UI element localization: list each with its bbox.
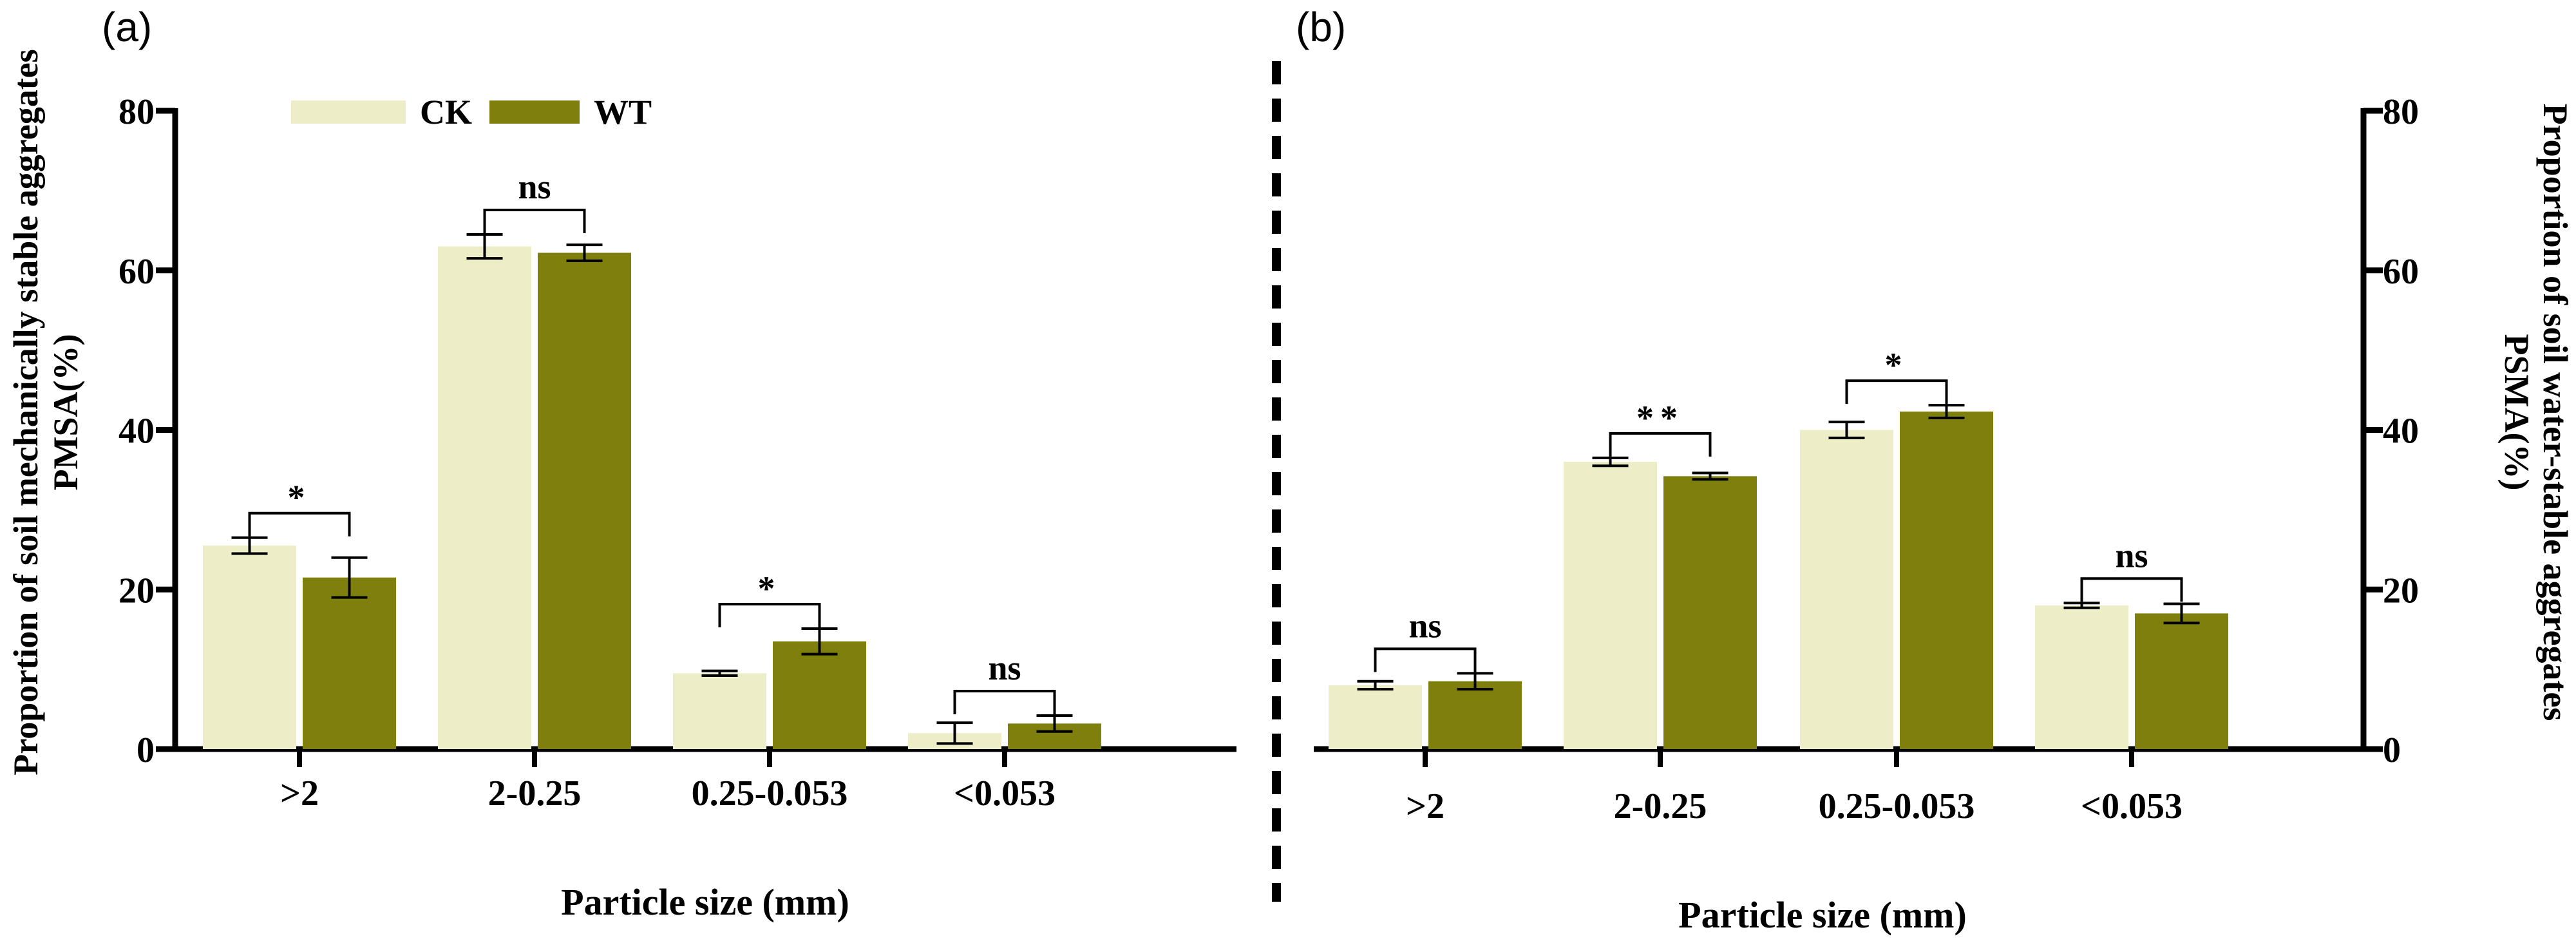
ytick-label: 80 [118, 92, 155, 132]
category-label: >2 [280, 774, 319, 813]
error-bar [2163, 602, 2200, 625]
bar-wt [1900, 412, 1993, 749]
significance-bracket [2080, 577, 2183, 602]
error-bar [1457, 672, 1493, 691]
category-label: <0.053 [2081, 786, 2183, 826]
bar-ck [673, 673, 766, 749]
error-bar [1357, 680, 1394, 691]
legend-label-ck: CK [420, 93, 472, 131]
error-bar [231, 536, 268, 555]
error-bar [2063, 602, 2100, 609]
error-bar [701, 669, 738, 678]
category-label: >2 [1406, 786, 1444, 826]
error-bar [566, 243, 603, 262]
error-bar [1592, 456, 1629, 468]
significance-label: * [288, 479, 312, 517]
ytick-label: 60 [118, 252, 155, 292]
bar-wt [2135, 613, 2228, 749]
significance-bracket [483, 209, 586, 234]
significance-label: ns [1408, 606, 1441, 645]
ytick-label: 0 [2383, 730, 2401, 770]
panel-b-ytitle: Proportion of soil water-stable aggregat… [2497, 104, 2575, 721]
significance-bracket [953, 689, 1056, 714]
category-label: 2-0.25 [1614, 786, 1707, 826]
legend-swatch-ck [291, 100, 406, 124]
ytick-label: 40 [2383, 412, 2419, 451]
category-label: 0.25-0.053 [692, 774, 848, 813]
bar-ck [438, 246, 531, 749]
bar-ck [1800, 430, 1893, 749]
category-label: <0.053 [954, 774, 1056, 813]
significance-label: * [1885, 346, 1909, 385]
error-bar [1692, 471, 1728, 481]
ytick-label: 20 [118, 571, 155, 611]
significance-bracket [718, 602, 821, 627]
panel-b-ytitle-line1: Proportion of soil water-stable aggregat… [2536, 104, 2575, 721]
ytick-label: 60 [2383, 252, 2419, 292]
error-bar [801, 627, 838, 656]
category-label: 0.25-0.053 [1819, 786, 1975, 826]
significance-label: ns [518, 167, 551, 206]
ytick-label: 80 [2383, 92, 2419, 132]
bar-ck [2035, 605, 2128, 749]
significance-label: ns [988, 649, 1021, 687]
legend-swatch-wt [489, 100, 580, 124]
significance-label: ns [2115, 536, 2148, 575]
bar-wt [303, 577, 396, 749]
panel-b-ytitle-line2: PSMA(%) [2497, 334, 2536, 491]
panel-a-tag: (a) [102, 4, 152, 50]
bar-ck [203, 546, 296, 749]
panel-a-ytitle: Proportion of soil mechanically stable a… [6, 49, 85, 775]
bar-wt [1428, 681, 1522, 749]
bar-wt [773, 641, 866, 749]
bar-wt [1663, 476, 1757, 749]
error-bar [936, 721, 973, 745]
error-bar [1036, 714, 1073, 733]
panel-a-ytitle-line1: Proportion of soil mechanically stable a… [6, 49, 45, 775]
legend: CK WT [291, 93, 652, 131]
bar-wt [538, 252, 631, 749]
significance-bracket [248, 511, 351, 537]
significance-label: * [758, 569, 782, 608]
category-label: 2-0.25 [488, 774, 582, 813]
significance-bracket [1374, 647, 1477, 672]
error-bar [1828, 421, 1865, 439]
ytick-label: 0 [137, 730, 155, 770]
ytick-label: 40 [118, 412, 155, 451]
error-bar [1928, 404, 1965, 419]
error-bar [466, 233, 503, 260]
panel-b-tag: (b) [1296, 4, 1346, 50]
panel-b-xtitle: Particle size (mm) [1678, 894, 1967, 936]
panel-a-xtitle: Particle size (mm) [561, 881, 849, 923]
legend-label-wt: WT [594, 93, 652, 131]
significance-bracket [1609, 432, 1712, 457]
ytick-label: 20 [2383, 571, 2419, 611]
panel-a-ytitle-line2: PMSA(%) [46, 334, 85, 491]
significance-label: ** [1636, 399, 1684, 437]
bar-ck [1564, 462, 1657, 749]
bar-ck [1329, 685, 1422, 749]
significance-bracket [1845, 379, 1948, 404]
error-bar [331, 556, 368, 599]
